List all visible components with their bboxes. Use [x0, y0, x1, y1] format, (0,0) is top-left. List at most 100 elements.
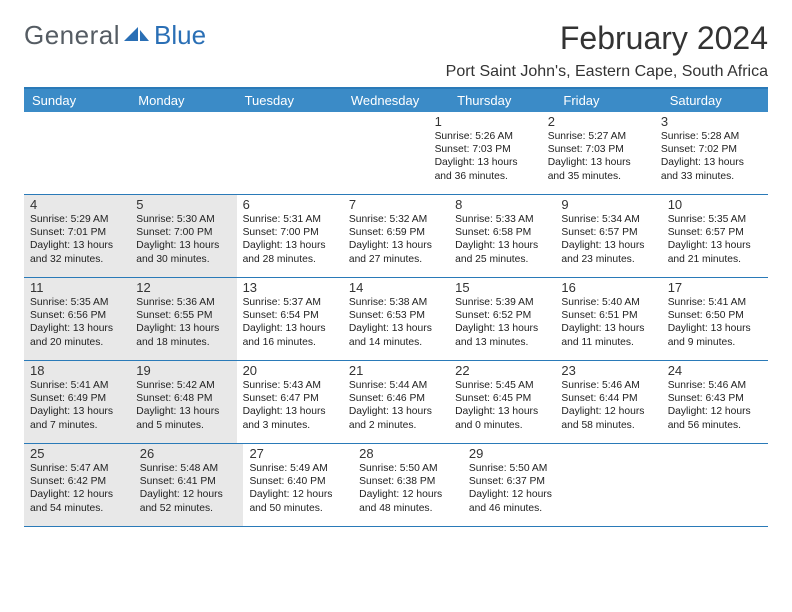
day-detail-dl1: Daylight: 13 hours — [548, 156, 649, 169]
day-detail-dl2: and 58 minutes. — [561, 419, 655, 432]
day-number: 19 — [136, 363, 230, 378]
day-detail-sunset: Sunset: 6:38 PM — [359, 475, 457, 488]
day-detail-dl2: and 50 minutes. — [249, 502, 347, 515]
day-number: 2 — [548, 114, 649, 129]
day-cell: 8Sunrise: 5:33 AMSunset: 6:58 PMDaylight… — [449, 195, 555, 277]
empty-cell — [573, 444, 671, 526]
day-detail-sunrise: Sunrise: 5:31 AM — [243, 213, 337, 226]
day-number: 23 — [561, 363, 655, 378]
day-detail-sunrise: Sunrise: 5:50 AM — [469, 462, 567, 475]
day-detail-sunset: Sunset: 6:46 PM — [349, 392, 443, 405]
day-detail-sunrise: Sunrise: 5:35 AM — [668, 213, 762, 226]
day-detail-sunset: Sunset: 7:01 PM — [30, 226, 124, 239]
day-number: 9 — [561, 197, 655, 212]
day-detail-dl2: and 21 minutes. — [668, 253, 762, 266]
month-title: February 2024 — [446, 20, 768, 57]
day-detail-dl2: and 33 minutes. — [661, 170, 762, 183]
day-number: 25 — [30, 446, 128, 461]
day-detail-dl2: and 54 minutes. — [30, 502, 128, 515]
day-detail-dl2: and 36 minutes. — [435, 170, 536, 183]
day-detail-dl2: and 0 minutes. — [455, 419, 549, 432]
day-detail-sunset: Sunset: 7:00 PM — [136, 226, 230, 239]
location-subtitle: Port Saint John's, Eastern Cape, South A… — [446, 63, 768, 81]
day-detail-sunset: Sunset: 6:45 PM — [455, 392, 549, 405]
day-cell: 17Sunrise: 5:41 AMSunset: 6:50 PMDayligh… — [662, 278, 768, 360]
day-cell: 22Sunrise: 5:45 AMSunset: 6:45 PMDayligh… — [449, 361, 555, 443]
day-detail-dl1: Daylight: 13 hours — [349, 322, 443, 335]
day-detail-sunrise: Sunrise: 5:33 AM — [455, 213, 549, 226]
day-detail-sunset: Sunset: 6:54 PM — [243, 309, 337, 322]
day-number: 14 — [349, 280, 443, 295]
day-detail-sunset: Sunset: 6:56 PM — [30, 309, 124, 322]
day-cell: 21Sunrise: 5:44 AMSunset: 6:46 PMDayligh… — [343, 361, 449, 443]
day-detail-dl1: Daylight: 13 hours — [243, 322, 337, 335]
day-detail-dl1: Daylight: 12 hours — [30, 488, 128, 501]
day-cell: 14Sunrise: 5:38 AMSunset: 6:53 PMDayligh… — [343, 278, 449, 360]
day-detail-dl1: Daylight: 12 hours — [668, 405, 762, 418]
day-detail-sunrise: Sunrise: 5:42 AM — [136, 379, 230, 392]
weeks-container: 1Sunrise: 5:26 AMSunset: 7:03 PMDaylight… — [24, 112, 768, 527]
day-detail-sunrise: Sunrise: 5:41 AM — [30, 379, 124, 392]
empty-cell — [226, 112, 327, 194]
day-detail-sunrise: Sunrise: 5:29 AM — [30, 213, 124, 226]
day-detail-dl1: Daylight: 13 hours — [136, 405, 230, 418]
day-detail-dl1: Daylight: 13 hours — [30, 322, 124, 335]
day-detail-sunset: Sunset: 6:57 PM — [561, 226, 655, 239]
day-header-monday: Monday — [130, 89, 236, 112]
week-row: 18Sunrise: 5:41 AMSunset: 6:49 PMDayligh… — [24, 361, 768, 444]
day-detail-dl2: and 14 minutes. — [349, 336, 443, 349]
day-detail-sunset: Sunset: 7:02 PM — [661, 143, 762, 156]
day-detail-sunrise: Sunrise: 5:41 AM — [668, 296, 762, 309]
day-cell: 27Sunrise: 5:49 AMSunset: 6:40 PMDayligh… — [243, 444, 353, 526]
day-detail-dl1: Daylight: 13 hours — [661, 156, 762, 169]
day-number: 6 — [243, 197, 337, 212]
day-detail-sunset: Sunset: 6:48 PM — [136, 392, 230, 405]
week-row: 25Sunrise: 5:47 AMSunset: 6:42 PMDayligh… — [24, 444, 768, 527]
day-detail-sunrise: Sunrise: 5:46 AM — [668, 379, 762, 392]
day-header-thursday: Thursday — [449, 89, 555, 112]
day-detail-sunset: Sunset: 6:55 PM — [136, 309, 230, 322]
day-number: 7 — [349, 197, 443, 212]
day-number: 3 — [661, 114, 762, 129]
day-detail-sunrise: Sunrise: 5:50 AM — [359, 462, 457, 475]
logo: General Blue — [24, 20, 206, 51]
week-row: 11Sunrise: 5:35 AMSunset: 6:56 PMDayligh… — [24, 278, 768, 361]
day-detail-dl2: and 7 minutes. — [30, 419, 124, 432]
day-detail-dl1: Daylight: 13 hours — [561, 239, 655, 252]
day-detail-dl1: Daylight: 13 hours — [668, 322, 762, 335]
day-header-saturday: Saturday — [662, 89, 768, 112]
day-detail-dl1: Daylight: 12 hours — [140, 488, 238, 501]
day-detail-dl1: Daylight: 13 hours — [455, 239, 549, 252]
day-detail-sunset: Sunset: 6:44 PM — [561, 392, 655, 405]
day-detail-dl2: and 56 minutes. — [668, 419, 762, 432]
day-number: 10 — [668, 197, 762, 212]
empty-cell — [24, 112, 125, 194]
day-detail-sunset: Sunset: 6:52 PM — [455, 309, 549, 322]
day-detail-dl1: Daylight: 12 hours — [469, 488, 567, 501]
day-detail-sunrise: Sunrise: 5:48 AM — [140, 462, 238, 475]
day-detail-dl1: Daylight: 13 hours — [455, 405, 549, 418]
day-number: 13 — [243, 280, 337, 295]
day-number: 26 — [140, 446, 238, 461]
day-number: 11 — [30, 280, 124, 295]
day-number: 29 — [469, 446, 567, 461]
day-cell: 11Sunrise: 5:35 AMSunset: 6:56 PMDayligh… — [24, 278, 130, 360]
day-cell: 24Sunrise: 5:46 AMSunset: 6:43 PMDayligh… — [662, 361, 768, 443]
day-detail-sunrise: Sunrise: 5:40 AM — [561, 296, 655, 309]
day-number: 1 — [435, 114, 536, 129]
logo-text-general: General — [24, 20, 120, 51]
day-cell: 5Sunrise: 5:30 AMSunset: 7:00 PMDaylight… — [130, 195, 236, 277]
day-detail-dl2: and 25 minutes. — [455, 253, 549, 266]
day-number: 16 — [561, 280, 655, 295]
day-detail-sunrise: Sunrise: 5:44 AM — [349, 379, 443, 392]
day-detail-sunset: Sunset: 6:40 PM — [249, 475, 347, 488]
day-header-wednesday: Wednesday — [343, 89, 449, 112]
day-detail-dl1: Daylight: 13 hours — [136, 322, 230, 335]
day-detail-dl2: and 11 minutes. — [561, 336, 655, 349]
day-cell: 23Sunrise: 5:46 AMSunset: 6:44 PMDayligh… — [555, 361, 661, 443]
day-detail-dl2: and 23 minutes. — [561, 253, 655, 266]
day-detail-sunset: Sunset: 7:00 PM — [243, 226, 337, 239]
logo-sail-icon — [124, 27, 150, 45]
day-cell: 6Sunrise: 5:31 AMSunset: 7:00 PMDaylight… — [237, 195, 343, 277]
day-cell: 4Sunrise: 5:29 AMSunset: 7:01 PMDaylight… — [24, 195, 130, 277]
